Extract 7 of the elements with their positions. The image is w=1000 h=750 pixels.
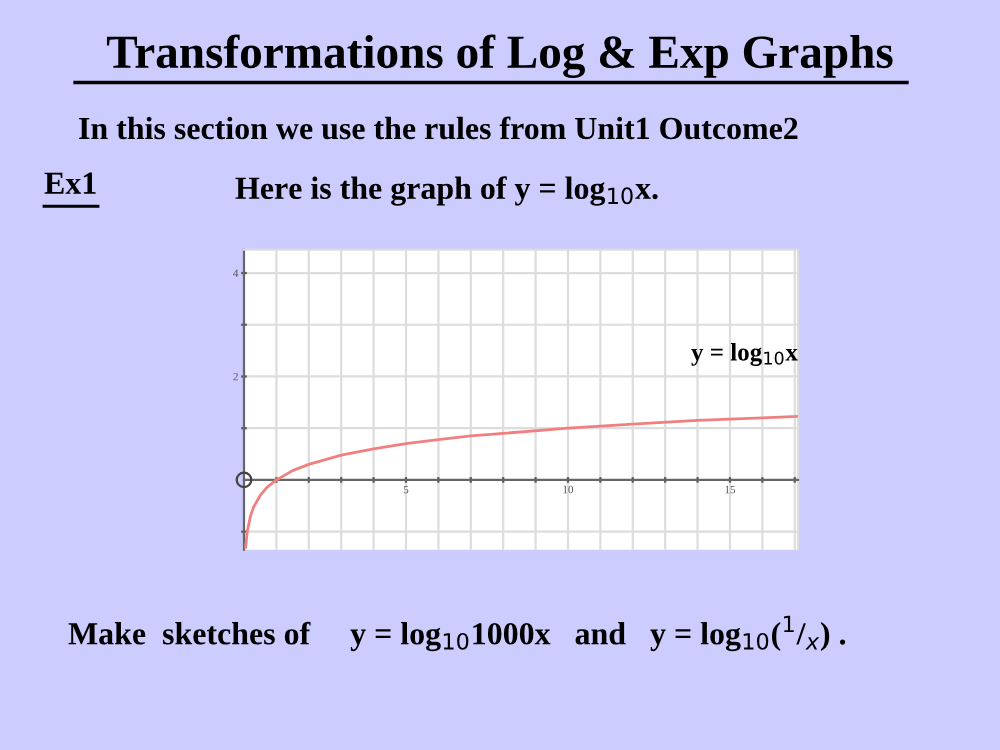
chart-title: Transformations of Log & Exp Graphs <box>106 34 893 79</box>
text: Here is the graph of y = log$_{10}$x. <box>235 176 658 206</box>
chart-subtitle: In this section we use the rules from Unit1 Outcome2 <box>79 116 798 140</box>
text: y = log$_{10}$x <box>691 343 798 366</box>
line-series <box>244 414 798 549</box>
text: Ex1 <box>44 172 96 194</box>
text: Make sketches of y = log$_{10}$1000x and y = log$_{10}$($^{1}$/$_{x}$) . <box>68 615 846 652</box>
